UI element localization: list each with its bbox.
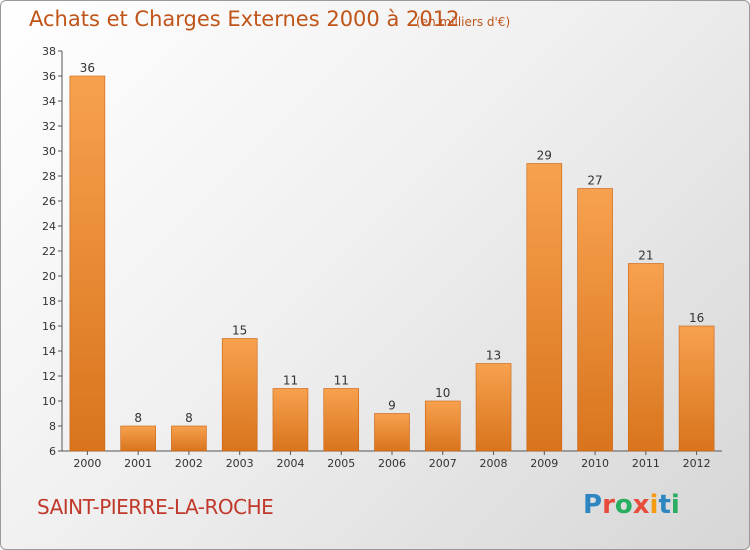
logo-letter: P bbox=[583, 490, 603, 520]
y-tick-label: 12 bbox=[42, 370, 56, 383]
y-tick-label: 14 bbox=[42, 345, 56, 358]
y-tick-label: 38 bbox=[42, 45, 56, 58]
data-label-2012: 16 bbox=[689, 311, 704, 325]
data-label-2003: 15 bbox=[232, 324, 247, 338]
y-tick-label: 28 bbox=[42, 170, 56, 183]
data-label-2006: 9 bbox=[388, 399, 396, 413]
data-label-2001: 8 bbox=[134, 411, 142, 425]
town-name: SAINT-PIERRE-LA-ROCHE bbox=[37, 495, 274, 519]
x-tick-label-2002: 2002 bbox=[175, 457, 203, 470]
bar-2009 bbox=[526, 163, 563, 452]
x-tick-label-2000: 2000 bbox=[73, 457, 101, 470]
chart-units: (en milliers d'€) bbox=[416, 15, 511, 29]
y-tick-label: 34 bbox=[42, 95, 56, 108]
y-tick-label: 36 bbox=[42, 70, 56, 83]
x-tick-label-2010: 2010 bbox=[581, 457, 609, 470]
x-tick-label-2006: 2006 bbox=[378, 457, 406, 470]
x-tick-label-2003: 2003 bbox=[226, 457, 254, 470]
data-label-2004: 11 bbox=[283, 374, 298, 388]
data-label-2010: 27 bbox=[587, 174, 602, 188]
x-tick-label-2007: 2007 bbox=[429, 457, 457, 470]
data-label-2008: 13 bbox=[486, 349, 501, 363]
bar-2005 bbox=[323, 388, 360, 452]
data-label-2002: 8 bbox=[185, 411, 193, 425]
data-label-2009: 29 bbox=[537, 149, 552, 163]
x-tick-label-2005: 2005 bbox=[327, 457, 355, 470]
y-tick-label: 22 bbox=[42, 245, 56, 258]
x-tick-label-2012: 2012 bbox=[683, 457, 711, 470]
bar-2001 bbox=[120, 425, 156, 452]
y-tick-label: 30 bbox=[42, 145, 56, 158]
proxiti-logo: Proxiti bbox=[583, 490, 680, 520]
axes: 6 8 10 12 14 16 18 20 22 24 26 28 30 32 34 36 38 2000 2001… bbox=[42, 45, 722, 470]
x-tick-label-2009: 2009 bbox=[530, 457, 558, 470]
logo-letter: t bbox=[658, 490, 671, 520]
bar-2012 bbox=[678, 325, 715, 452]
bar-2004 bbox=[272, 388, 309, 452]
bar-2002 bbox=[171, 425, 207, 452]
y-tick-label: 10 bbox=[42, 395, 56, 408]
bar-2011 bbox=[628, 263, 664, 452]
chart-title: Achats et Charges Externes 2000 à 2012 bbox=[29, 7, 460, 31]
x-tick-label-2008: 2008 bbox=[480, 457, 508, 470]
y-tick-label: 20 bbox=[42, 270, 56, 283]
x-tick-label-2001: 2001 bbox=[124, 457, 152, 470]
logo-letter: i bbox=[670, 490, 680, 520]
bars: 36 8 8 15 11 11 9 10 13 29 27 21 16 bbox=[69, 61, 715, 452]
data-label-2011: 21 bbox=[638, 249, 653, 263]
x-tick-label-2011: 2011 bbox=[632, 457, 660, 470]
x-tick-label-2004: 2004 bbox=[276, 457, 304, 470]
logo-letter: o bbox=[614, 490, 633, 520]
logo-letter: x bbox=[632, 490, 650, 520]
y-tick-label: 32 bbox=[42, 120, 56, 133]
data-label-2000: 36 bbox=[80, 61, 95, 75]
y-tick-label: 26 bbox=[42, 195, 56, 208]
bar-2010 bbox=[577, 188, 613, 452]
y-tick-label: 6 bbox=[49, 445, 56, 458]
bar-2008 bbox=[475, 363, 512, 452]
y-tick-label: 16 bbox=[42, 320, 56, 333]
bar-2007 bbox=[424, 400, 461, 452]
logo-letter: i bbox=[649, 490, 659, 520]
data-label-2007: 10 bbox=[435, 386, 450, 400]
bar-2003 bbox=[221, 338, 258, 452]
y-tick-label: 18 bbox=[42, 295, 56, 308]
data-label-2005: 11 bbox=[334, 374, 349, 388]
logo-letter: r bbox=[602, 490, 615, 520]
bar-2000 bbox=[69, 75, 106, 452]
bar-2006 bbox=[374, 413, 410, 452]
y-tick-label: 24 bbox=[42, 220, 56, 233]
y-tick-label: 8 bbox=[49, 420, 56, 433]
